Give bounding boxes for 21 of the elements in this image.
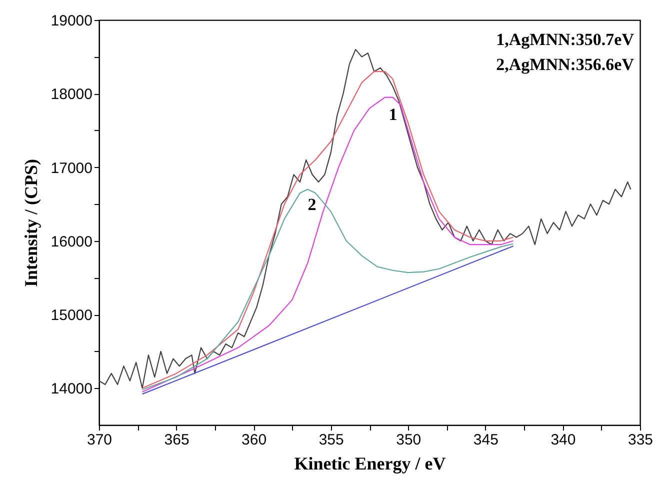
x-tick-label: 370 — [86, 432, 112, 448]
x-tick-label: 335 — [628, 432, 654, 448]
x-tick-label: 345 — [473, 432, 498, 448]
x-tick-label: 360 — [242, 432, 267, 448]
x-tick-label: 350 — [396, 432, 422, 448]
annotation: 2,AgMNN:356.6eV — [496, 55, 635, 74]
y-tick-label: 16000 — [50, 233, 92, 250]
y-tick-label: 19000 — [50, 12, 92, 30]
line-series — [142, 188, 514, 390]
x-tick-label: 355 — [318, 432, 344, 448]
annotation: 1 — [388, 105, 398, 124]
x-axis-title: Kinetic Energy / eV — [294, 454, 446, 474]
y-tick-label: 15000 — [50, 307, 92, 324]
x-tick-label: 340 — [550, 432, 576, 448]
y-tick-label: 14000 — [50, 380, 92, 398]
y-axis-title: Intensity / (CPS) — [20, 158, 41, 288]
annotation: 2 — [308, 195, 316, 214]
annotation: 1,AgMNN:350.7eV — [496, 30, 635, 49]
y-tick-label: 18000 — [50, 86, 92, 104]
y-tick-label: 17000 — [50, 160, 92, 177]
x-tick-label: 365 — [164, 432, 190, 448]
